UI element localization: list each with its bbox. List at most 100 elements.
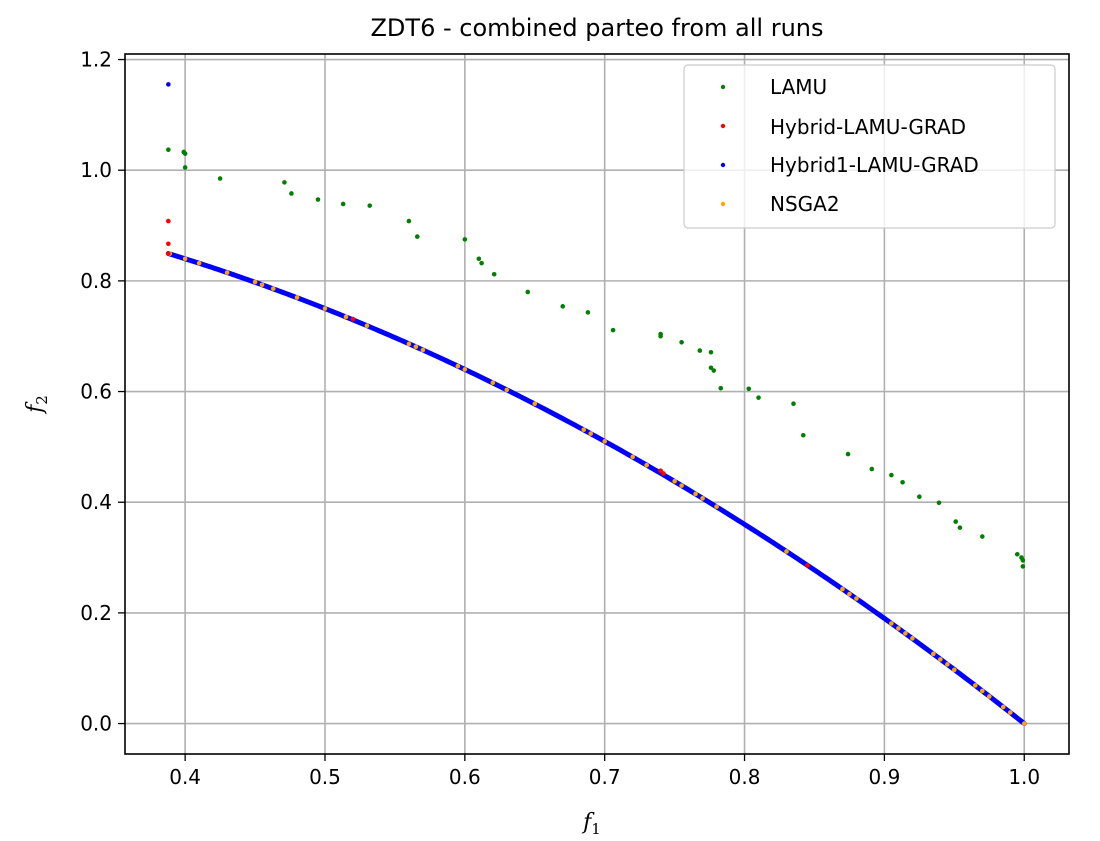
point-nsga2 (847, 591, 852, 597)
legend-label-hybrid-lamu-grad: Hybrid-LAMU-GRAD (770, 115, 966, 139)
point-nsga2 (1000, 704, 1006, 710)
point-lamu (217, 176, 223, 181)
point-nsga2 (931, 651, 936, 657)
legend-marker-lamu (720, 84, 726, 90)
point-nsga2 (462, 367, 468, 372)
y-axis-label-subscript: 2 (33, 395, 51, 405)
point-hybrid1-lamu-grad (166, 82, 171, 87)
point-nsga2 (602, 439, 607, 444)
point-hybrid-lamu-grad (658, 468, 663, 473)
y-tick-label: 0.8 (80, 269, 112, 293)
y-tick-label: 0.4 (80, 490, 112, 514)
grid-lines (125, 54, 1069, 754)
point-hybrid-lamu-grad (166, 241, 171, 247)
point-lamu (1020, 558, 1026, 563)
point-nsga2 (938, 657, 943, 662)
point-hybrid-lamu-grad (166, 251, 171, 257)
point-lamu (800, 432, 806, 438)
point-lamu (679, 340, 684, 345)
point-lamu (979, 534, 985, 539)
legend-label-hybrid1-lamu-grad: Hybrid1-LAMU-GRAD (770, 153, 979, 177)
x-tick-label: 0.9 (868, 765, 900, 789)
point-lamu (414, 234, 420, 239)
x-tick-label: 0.4 (169, 765, 201, 789)
point-nsga2 (854, 596, 859, 601)
y-tick-label: 0.6 (80, 380, 112, 404)
point-nsga2 (630, 454, 635, 460)
point-nsga2 (840, 586, 845, 592)
pareto-front-line (165, 251, 1027, 727)
point-hybrid-lamu-grad (166, 218, 171, 224)
point-lamu (560, 304, 566, 309)
legend-marker-hybrid1-lamu-grad (720, 162, 726, 168)
point-nsga2 (224, 270, 230, 275)
point-lamu (845, 451, 851, 457)
point-nsga2 (259, 282, 265, 288)
point-lamu (917, 494, 922, 499)
x-tick-label: 0.6 (449, 765, 481, 789)
point-lamu (479, 260, 484, 266)
point-lamu (585, 310, 591, 315)
legend-box (683, 64, 1056, 229)
point-nsga2 (406, 341, 412, 347)
point-lamu (166, 147, 171, 153)
point-nsga2 (679, 483, 684, 488)
point-nsga2 (973, 683, 978, 688)
point-nsga2 (270, 286, 276, 291)
y-tick-label: 1.2 (80, 48, 112, 72)
point-lamu (315, 197, 321, 202)
point-nsga2 (693, 491, 698, 497)
point-lamu (953, 519, 959, 524)
point-lamu (697, 348, 703, 353)
legend-marker-hybrid-lamu-grad (720, 123, 726, 129)
y-tick-label: 0.0 (80, 712, 112, 736)
point-lamu (462, 237, 468, 242)
point-lamu (1014, 551, 1020, 557)
point-hybrid-lamu-grad (661, 471, 666, 476)
point-nsga2 (182, 256, 188, 262)
point-nsga2 (343, 314, 349, 320)
x-tick-label: 0.8 (729, 765, 761, 789)
point-nsga2 (581, 427, 587, 433)
point-lamu (746, 386, 752, 392)
point-nsga2 (896, 626, 901, 631)
point-nsga2 (1021, 721, 1027, 726)
legend-marker-nsga2 (720, 201, 726, 207)
point-nsga2 (294, 295, 300, 300)
x-axis-label-subscript: 1 (591, 820, 601, 838)
legend-label-lamu: LAMU (770, 75, 827, 99)
point-hybrid-lamu-grad (350, 316, 356, 322)
point-lamu (756, 395, 761, 400)
point-nsga2 (903, 631, 908, 636)
point-lamu (406, 218, 412, 224)
point-nsga2 (672, 478, 677, 484)
point-lamu (708, 365, 714, 371)
point-lamu (900, 480, 905, 485)
point-lamu (367, 203, 373, 208)
x-tick-label: 0.7 (589, 765, 621, 789)
point-lamu (182, 165, 188, 170)
point-lamu (658, 333, 663, 339)
point-nsga2 (532, 401, 538, 407)
scatter-points (166, 82, 1027, 726)
plot-frame (124, 53, 1070, 755)
point-lamu (610, 327, 616, 333)
point-lamu (1020, 564, 1026, 569)
axis-ticks: 0.4 0.5 0.6 0.7 0.8 0.9 1.0 0.0 0.2 0.4 0.6 0.8 1.0 1… (80, 48, 1040, 789)
point-lamu (476, 256, 482, 262)
point-hybrid-lamu-grad (805, 563, 810, 568)
point-nsga2 (784, 549, 789, 554)
point-nsga2 (455, 363, 461, 369)
point-lamu (289, 191, 294, 196)
y-tick-label: 0.2 (80, 601, 112, 625)
point-nsga2 (1007, 710, 1013, 715)
point-nsga2 (490, 380, 496, 386)
point-nsga2 (196, 260, 202, 266)
legend-label-nsga2: NSGA2 (770, 192, 840, 216)
point-lamu (182, 151, 188, 156)
point-nsga2 (420, 347, 426, 353)
point-lamu (525, 289, 531, 295)
point-nsga2 (700, 496, 705, 501)
point-lamu (869, 466, 875, 472)
